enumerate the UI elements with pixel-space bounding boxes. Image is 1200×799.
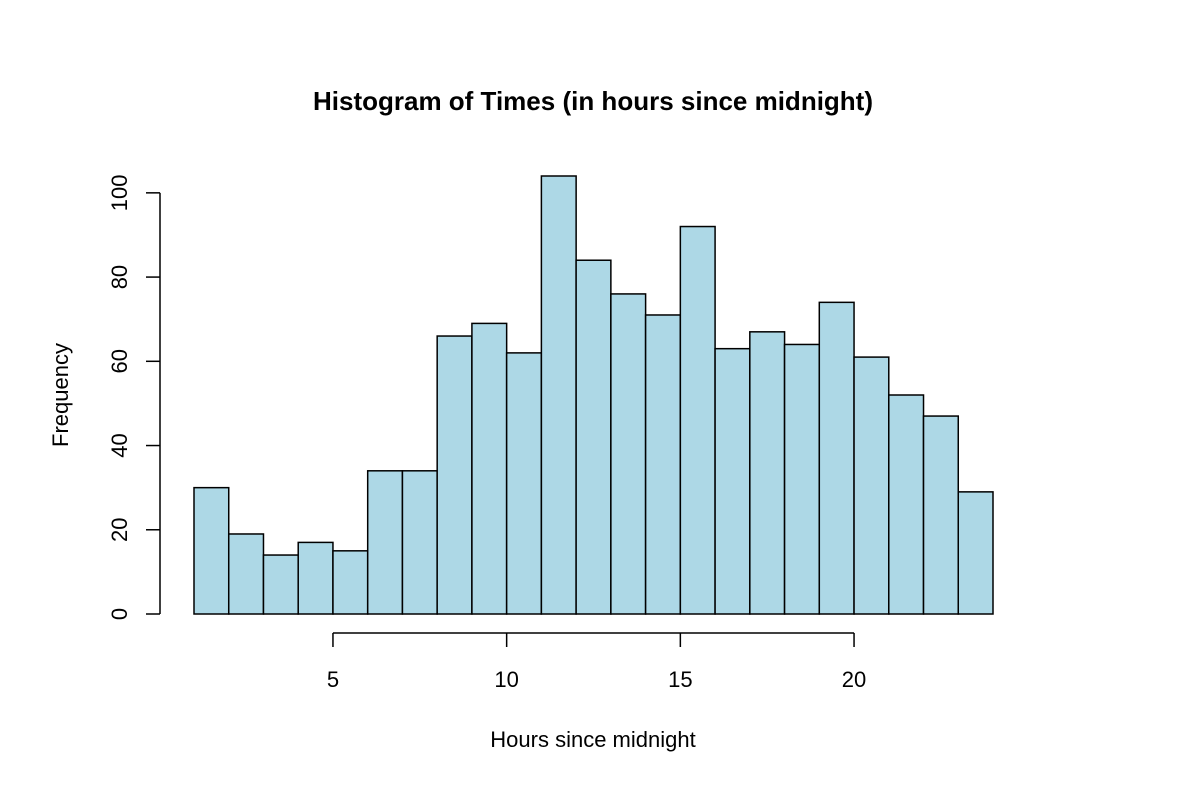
histogram-bar xyxy=(332,550,369,615)
histogram-bar xyxy=(714,347,751,615)
y-tick-label: 0 xyxy=(107,608,132,620)
y-tick-label: 20 xyxy=(107,518,132,542)
histogram-bar xyxy=(644,314,682,615)
histogram-bar xyxy=(783,343,821,615)
histogram-bar xyxy=(436,335,473,615)
histogram-bar xyxy=(575,259,612,615)
x-axis-label: Hours since midnight xyxy=(490,727,695,752)
histogram-bar xyxy=(749,331,786,615)
histogram-bar xyxy=(193,486,230,615)
histogram-bar xyxy=(262,554,299,615)
x-tick-label: 20 xyxy=(842,667,866,692)
histogram-bar xyxy=(540,175,577,615)
histogram-bar xyxy=(888,394,925,615)
x-axis: 5 10 15 20 xyxy=(327,632,866,692)
x-tick-label: 5 xyxy=(327,667,339,692)
chart-title: Histogram of Times (in hours since midni… xyxy=(313,86,873,116)
histogram-bar xyxy=(679,225,716,615)
y-tick-label: 40 xyxy=(107,433,132,457)
histogram-bar xyxy=(366,470,404,615)
y-axis: 0 20 40 60 80 100 xyxy=(107,174,161,620)
y-tick-label: 60 xyxy=(107,349,132,373)
x-tick-label: 15 xyxy=(668,667,692,692)
histogram-bar xyxy=(610,293,647,615)
y-tick-label: 80 xyxy=(107,265,132,289)
histogram-bar xyxy=(401,470,438,615)
y-axis-label: Frequency xyxy=(48,343,73,447)
histogram-bar xyxy=(505,352,543,615)
histogram-bar xyxy=(818,301,855,615)
histogram-bar xyxy=(922,415,960,615)
histogram-bar xyxy=(957,491,994,615)
histogram-bar xyxy=(297,541,334,615)
bars-group xyxy=(193,175,994,615)
histogram-bar xyxy=(853,356,890,615)
x-tick-label: 10 xyxy=(494,667,518,692)
histogram-bar xyxy=(227,533,265,615)
y-tick-label: 100 xyxy=(107,174,132,211)
histogram-bar xyxy=(471,322,508,615)
